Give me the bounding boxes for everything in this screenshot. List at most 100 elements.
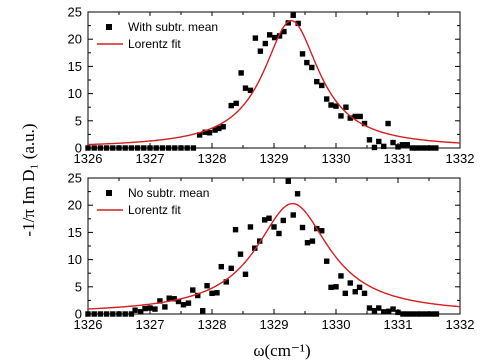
x-tick-label: 1332 [446,151,475,166]
top-chart-panel: 1326 1327 1328 1329 1330 1331 1332 0 5 10 15 20 25 Wi… [68,5,475,167]
data-point [352,113,358,120]
data-point [343,104,349,110]
data-point [428,311,435,317]
data-point [386,308,392,314]
data-point [91,311,97,317]
data-point [262,40,269,47]
data-point [228,102,234,109]
data-point [361,120,368,127]
data-point [304,240,311,246]
data-point [228,265,234,271]
data-point [128,145,135,151]
data-point [324,96,330,102]
data-point [247,87,254,94]
data-point [376,138,382,145]
data-point [409,311,415,317]
data-point [152,306,158,312]
x-tick-label: 1327 [136,151,165,166]
x-tick-label: 1330 [322,317,351,332]
data-point [237,251,244,257]
data-point [178,145,184,151]
legend-marker-square [106,24,112,30]
data-point [371,308,378,314]
x-tick-label: 1327 [136,317,165,332]
data-point [116,311,122,317]
data-point [333,103,339,109]
data-point [309,64,315,71]
data-point [400,311,406,317]
legend-label: With subtr. mean [128,20,218,34]
data-point [414,311,420,317]
data-point [290,212,296,218]
data-point [252,35,259,41]
data-point [159,145,166,151]
data-point [295,20,301,27]
data-point [247,224,254,230]
data-point [366,137,373,143]
data-point [338,113,344,119]
data-point [399,142,406,148]
legend-label: Lorentz fit [128,203,181,217]
bottom-chart-panel: 1326 1327 1328 1329 1330 1331 1332 0 5 10 15 20 25 No… [68,171,475,333]
data-point [423,145,430,151]
data-point [85,311,91,317]
data-point [166,295,172,301]
y-tick-label: 10 [68,252,82,267]
data-point [97,145,104,151]
x-tick-label: 1330 [322,151,351,166]
data-point [116,145,122,151]
data-point [172,145,178,151]
data-point [404,311,410,317]
data-point [299,224,306,231]
data-point [103,145,110,151]
data-point [266,215,272,221]
data-point [280,217,286,224]
data-point [433,145,439,151]
data-point [157,298,163,304]
data-point [371,144,378,151]
lorentz-fit-line [87,202,461,310]
data-point [324,258,330,264]
data-point [418,311,425,317]
data-point [110,145,116,151]
data-point [103,311,110,317]
data-point [190,145,197,151]
y-tick-label: 20 [68,32,82,47]
data-point [356,284,363,291]
data-point [218,263,224,270]
data-point [132,307,138,313]
data-point [257,48,264,54]
data-point [147,305,153,311]
data-point [328,102,334,108]
y-tick-label: 15 [68,59,82,74]
x-axis-title: ω(cm⁻¹) [253,341,310,360]
data-point [233,100,239,107]
data-point [304,59,310,66]
data-point [196,132,203,138]
data-point [175,298,182,305]
y-tick-label: 0 [75,141,82,156]
data-point [184,145,190,151]
x-tick-label: 1329 [260,151,289,166]
data-point [423,311,430,317]
data-point [185,300,192,306]
lorentz-fit-line [87,19,461,146]
legend-box [95,182,247,218]
data-point [162,304,168,310]
data-point [202,129,208,135]
data-point [252,245,258,251]
data-point [409,145,415,151]
data-point [352,289,358,295]
x-tick-label: 1326 [74,317,103,332]
x-tick-label: 1328 [198,151,227,166]
data-point [395,144,401,150]
data-point [376,305,382,311]
data-point [347,115,353,121]
y-tick-label: 20 [68,198,82,213]
data-point [110,311,116,317]
y-axis-title: -1/π Im D₁ (a.u.) [19,123,38,236]
data-point [223,279,229,285]
y-tick-label: 25 [68,5,82,20]
x-tick-label: 1331 [384,317,413,332]
